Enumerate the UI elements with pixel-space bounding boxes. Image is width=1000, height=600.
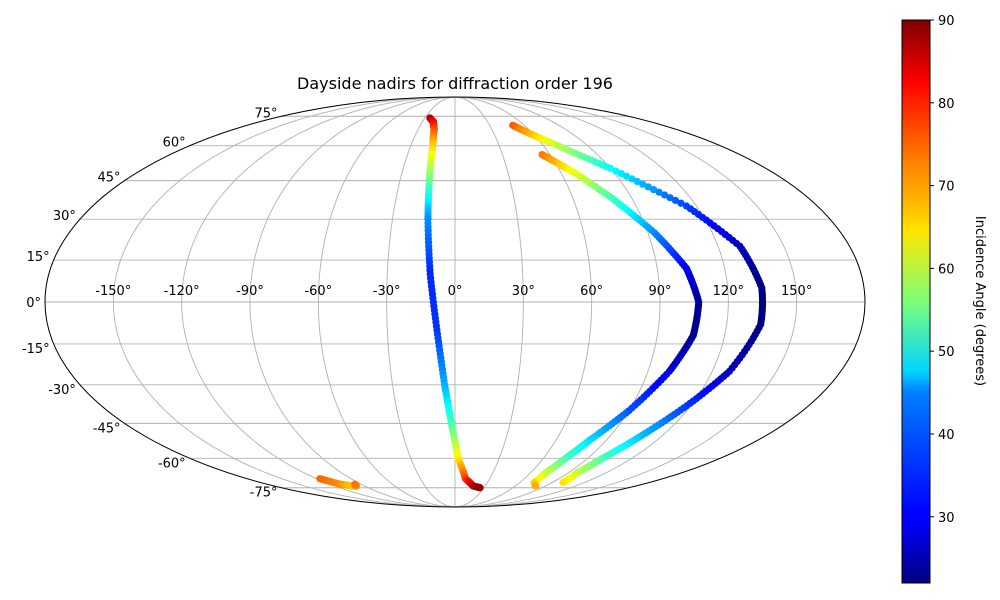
data-point bbox=[671, 196, 680, 205]
data-point bbox=[639, 180, 647, 188]
data-point bbox=[633, 177, 641, 186]
data-point bbox=[622, 172, 631, 180]
x-tick-labels: -150° -120° -90° -60° -30° 0° 30° 60° 90° 120° 150… bbox=[95, 284, 812, 299]
data-point bbox=[655, 188, 663, 196]
y-tick-label: -75° bbox=[250, 486, 278, 501]
y-tick-label: 45° bbox=[98, 171, 121, 186]
data-point bbox=[650, 185, 658, 194]
data-point bbox=[476, 484, 484, 492]
colorbar-tick-label: 60 bbox=[938, 262, 955, 277]
colorbar-ticks: 90 80 70 60 50 40 30 bbox=[930, 14, 955, 526]
y-tick-label: -15° bbox=[22, 342, 50, 357]
data-point bbox=[531, 482, 539, 490]
x-tick-label: -150° bbox=[95, 284, 131, 299]
x-tick-label: 0° bbox=[448, 284, 463, 299]
x-tick-label: 150° bbox=[781, 284, 812, 299]
y-tick-label: 0° bbox=[26, 296, 41, 311]
data-points bbox=[316, 114, 767, 492]
data-point bbox=[617, 170, 625, 178]
chart-title: Dayside nadirs for diffraction order 196 bbox=[297, 74, 613, 93]
colorbar-tick-label: 40 bbox=[938, 428, 955, 443]
y-tick-labels: 75° 60° 45° 30° 15° 0° -15° -30° -45° -60° -75° bbox=[22, 106, 278, 500]
x-tick-label: -60° bbox=[304, 284, 332, 299]
data-point bbox=[666, 194, 674, 202]
x-tick-label: -90° bbox=[236, 284, 264, 299]
x-tick-label: 30° bbox=[512, 284, 535, 299]
data-point bbox=[628, 175, 636, 183]
data-point bbox=[660, 191, 669, 199]
y-tick-label: 15° bbox=[27, 250, 50, 265]
colorbar-tick-label: 70 bbox=[938, 180, 955, 195]
colorbar: 90 80 70 60 50 40 30 Incidence Angle (degrees) bbox=[901, 14, 987, 584]
y-tick-label: 75° bbox=[254, 106, 277, 121]
colorbar-tick-label: 50 bbox=[938, 345, 955, 360]
data-point bbox=[351, 480, 359, 488]
data-point bbox=[559, 478, 567, 487]
x-tick-label: -120° bbox=[164, 284, 200, 299]
y-tick-label: 30° bbox=[53, 209, 76, 224]
data-point bbox=[677, 199, 685, 207]
colorbar-tick-label: 30 bbox=[938, 511, 955, 526]
data-point bbox=[612, 167, 620, 175]
y-tick-label: -60° bbox=[158, 456, 186, 471]
colorbar-label: Incidence Angle (degrees) bbox=[972, 216, 987, 386]
x-tick-label: -30° bbox=[373, 284, 401, 299]
x-tick-label: 60° bbox=[580, 284, 603, 299]
map-outline bbox=[44, 96, 866, 508]
colorbar-tick-label: 80 bbox=[938, 97, 955, 112]
y-tick-label: -30° bbox=[48, 383, 76, 398]
colorbar-bar bbox=[901, 19, 931, 584]
x-tick-label: 120° bbox=[713, 284, 744, 299]
y-tick-label: -45° bbox=[93, 421, 121, 436]
x-tick-label: 90° bbox=[648, 284, 671, 299]
data-point bbox=[644, 183, 652, 191]
colorbar-tick-label: 90 bbox=[938, 14, 955, 29]
y-tick-label: 60° bbox=[163, 136, 186, 151]
